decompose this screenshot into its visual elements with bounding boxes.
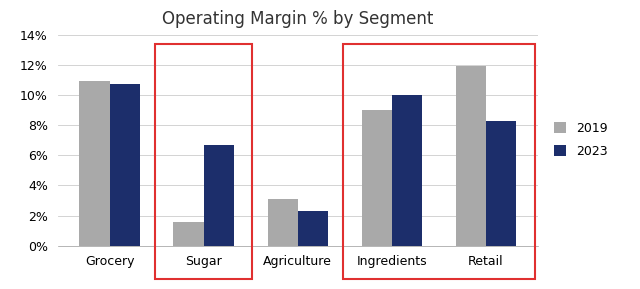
Bar xyxy=(79,81,109,246)
Bar xyxy=(109,84,140,246)
Bar xyxy=(456,66,486,246)
Bar xyxy=(298,211,328,246)
Bar xyxy=(155,44,252,279)
Bar xyxy=(486,121,516,246)
Bar xyxy=(362,110,392,246)
Bar xyxy=(268,199,298,246)
Bar xyxy=(204,145,234,246)
Bar xyxy=(173,222,204,246)
Bar xyxy=(392,95,422,246)
Bar xyxy=(343,44,534,279)
Legend: 2019, 2023: 2019, 2023 xyxy=(548,117,612,163)
Title: Operating Margin % by Segment: Operating Margin % by Segment xyxy=(162,10,433,27)
